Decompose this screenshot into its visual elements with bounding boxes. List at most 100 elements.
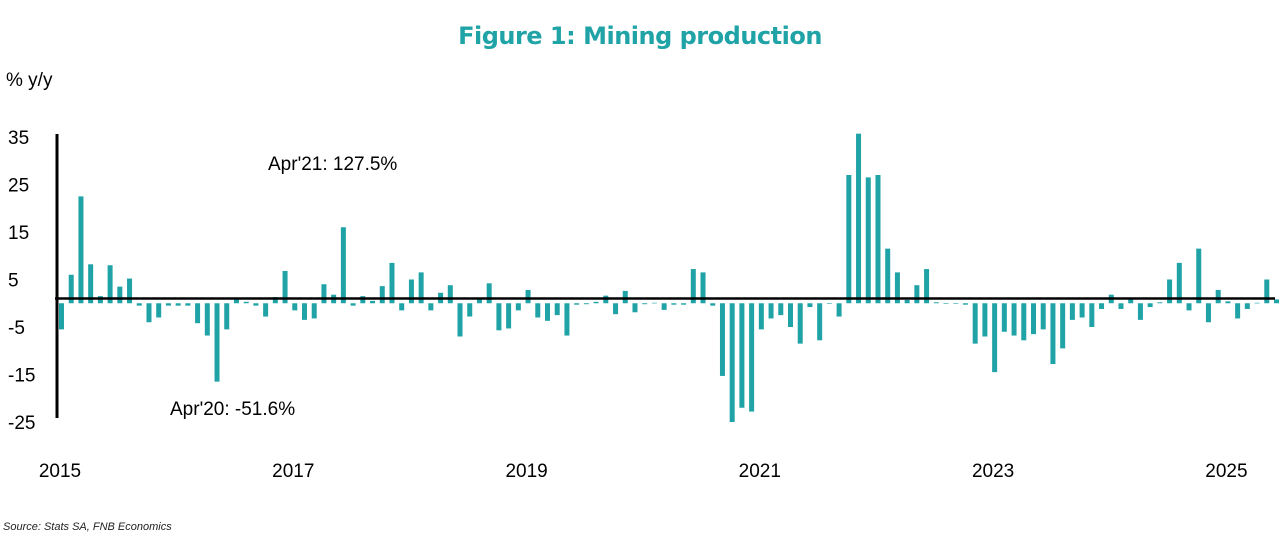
bar bbox=[525, 289, 531, 304]
bar bbox=[370, 300, 376, 304]
bar bbox=[593, 301, 599, 304]
bar bbox=[613, 303, 619, 315]
bar bbox=[719, 303, 725, 376]
x-tick-label: 2025 bbox=[1205, 461, 1247, 482]
bar bbox=[447, 285, 453, 304]
bar bbox=[875, 175, 881, 304]
bar bbox=[992, 303, 998, 373]
bar bbox=[1089, 303, 1095, 327]
bar bbox=[136, 303, 142, 306]
bar bbox=[1001, 303, 1007, 332]
bar bbox=[428, 303, 434, 311]
y-tick-label: -15 bbox=[8, 366, 35, 387]
bar bbox=[1244, 303, 1250, 309]
bar bbox=[729, 303, 735, 422]
bar bbox=[642, 303, 648, 305]
y-tick-label: 35 bbox=[8, 128, 29, 149]
bar bbox=[340, 227, 346, 304]
bar bbox=[1031, 303, 1036, 335]
bar bbox=[583, 303, 589, 305]
bar bbox=[156, 303, 162, 318]
annotation-apr20: Apr'20: -51.6% bbox=[170, 399, 295, 420]
bar bbox=[749, 303, 755, 412]
bar bbox=[943, 303, 949, 304]
bar bbox=[1021, 303, 1027, 341]
bar bbox=[535, 303, 541, 318]
y-axis-label: % y/y bbox=[6, 70, 53, 91]
bar bbox=[933, 302, 939, 304]
x-tick-labels: 2015 2017 2019 2021 2023 2025 bbox=[39, 461, 1248, 482]
x-tick-label: 2017 bbox=[272, 461, 314, 482]
bar bbox=[865, 177, 871, 304]
bar bbox=[1128, 298, 1134, 304]
bar bbox=[292, 303, 298, 311]
bar bbox=[1254, 302, 1260, 304]
bar bbox=[856, 133, 862, 304]
bar bbox=[1157, 302, 1163, 304]
bar bbox=[1099, 303, 1105, 309]
bar bbox=[146, 303, 152, 323]
bar bbox=[788, 303, 793, 327]
bar bbox=[817, 303, 823, 341]
x-tick-label: 2023 bbox=[972, 461, 1014, 482]
bar bbox=[243, 301, 249, 304]
bar bbox=[1264, 279, 1270, 304]
bar bbox=[1196, 248, 1202, 304]
bar bbox=[758, 303, 764, 330]
bar bbox=[904, 299, 910, 304]
bar bbox=[107, 265, 113, 304]
source-note: Source: Stats SA, FNB Economics bbox=[3, 521, 172, 533]
bar bbox=[1205, 303, 1211, 323]
bar bbox=[681, 303, 687, 305]
bar bbox=[1060, 303, 1066, 349]
bar bbox=[78, 196, 84, 304]
bar bbox=[515, 303, 521, 311]
bar bbox=[1176, 262, 1182, 304]
bar bbox=[195, 303, 201, 324]
bar bbox=[807, 303, 813, 308]
bar bbox=[253, 303, 259, 306]
bar bbox=[467, 303, 473, 317]
bar bbox=[233, 298, 239, 304]
bar bbox=[894, 272, 900, 304]
bar bbox=[175, 303, 181, 306]
bar bbox=[263, 303, 269, 317]
bar bbox=[632, 303, 638, 313]
bar bbox=[778, 303, 784, 316]
bar bbox=[321, 284, 327, 304]
bar bbox=[661, 303, 667, 310]
bar bbox=[1069, 303, 1075, 320]
bar bbox=[282, 270, 288, 304]
y-tick-label: -5 bbox=[8, 318, 25, 339]
bar bbox=[1011, 303, 1017, 336]
bar bbox=[165, 303, 171, 306]
bar bbox=[311, 303, 317, 319]
bar bbox=[224, 303, 230, 330]
bar bbox=[574, 303, 580, 305]
bar bbox=[826, 303, 832, 304]
bar bbox=[399, 303, 405, 311]
bar bbox=[1147, 303, 1153, 308]
bar bbox=[302, 303, 307, 320]
bar bbox=[768, 303, 774, 319]
bar bbox=[797, 303, 803, 344]
bar bbox=[846, 175, 852, 304]
bar bbox=[885, 248, 891, 304]
bar bbox=[1225, 301, 1231, 304]
bar bbox=[272, 297, 278, 304]
bar bbox=[204, 303, 210, 336]
bar bbox=[1167, 279, 1173, 304]
bar bbox=[506, 303, 512, 329]
bar bbox=[690, 269, 696, 304]
bar bbox=[117, 286, 123, 304]
x-tick-label: 2015 bbox=[39, 461, 81, 482]
y-tick-label: 25 bbox=[8, 176, 29, 197]
bar bbox=[982, 303, 988, 337]
bar bbox=[457, 303, 463, 337]
bar bbox=[88, 264, 94, 304]
bar bbox=[408, 279, 414, 304]
bars bbox=[59, 133, 1279, 422]
bar bbox=[127, 278, 133, 304]
bar bbox=[350, 303, 356, 306]
bar bbox=[1186, 303, 1192, 311]
